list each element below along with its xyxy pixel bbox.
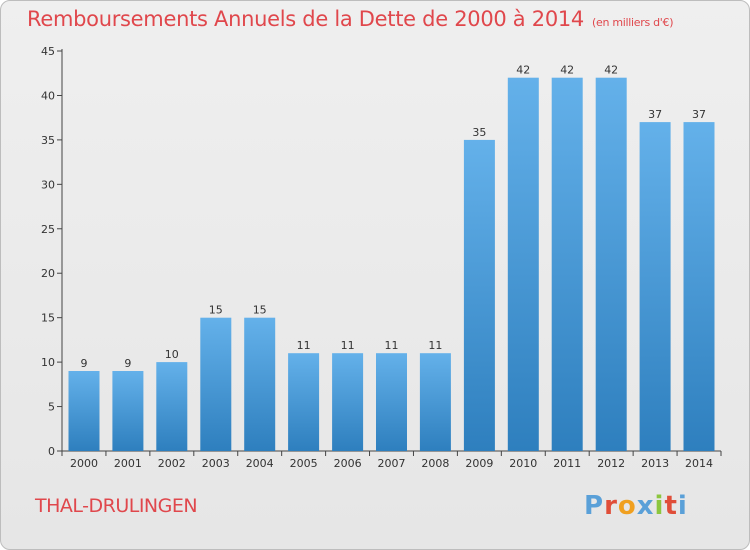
y-tick-label: 35 bbox=[41, 134, 55, 147]
y-tick-label: 5 bbox=[48, 401, 55, 414]
bar-2011 bbox=[551, 77, 583, 451]
x-tick-label: 2011 bbox=[553, 457, 581, 470]
title-unit: (en milliers d'€) bbox=[592, 16, 674, 29]
bar-2014 bbox=[683, 122, 715, 451]
x-tick-label: 2006 bbox=[334, 457, 362, 470]
data-label: 9 bbox=[124, 357, 131, 370]
y-tick-label: 30 bbox=[41, 178, 55, 191]
x-tick-label: 2004 bbox=[246, 457, 274, 470]
data-label: 42 bbox=[604, 64, 618, 77]
logo-letter: x bbox=[636, 491, 655, 521]
data-label: 42 bbox=[516, 64, 530, 77]
x-tick-label: 2010 bbox=[509, 457, 537, 470]
commune-name: THAL-DRULINGEN bbox=[35, 495, 198, 517]
x-tick-label: 2007 bbox=[378, 457, 406, 470]
logo-letter: r bbox=[604, 491, 618, 521]
bar-2001 bbox=[112, 371, 144, 451]
bar-2006 bbox=[332, 353, 364, 451]
data-label: 10 bbox=[165, 348, 179, 361]
bar-2002 bbox=[156, 362, 188, 451]
data-label: 15 bbox=[209, 304, 223, 317]
y-tick-label: 40 bbox=[41, 89, 55, 102]
y-tick-label: 45 bbox=[41, 45, 55, 58]
x-tick-label: 2003 bbox=[202, 457, 230, 470]
data-label: 11 bbox=[385, 339, 399, 352]
bar-2012 bbox=[595, 77, 627, 451]
data-label: 11 bbox=[297, 339, 311, 352]
x-tick-label: 2012 bbox=[597, 457, 625, 470]
data-label: 11 bbox=[341, 339, 355, 352]
y-tick-label: 15 bbox=[41, 312, 55, 325]
bar-2004 bbox=[244, 317, 276, 451]
data-label: 42 bbox=[560, 64, 574, 77]
y-tick-label: 20 bbox=[41, 267, 55, 280]
title-text: Remboursements Annuels de la Dette de 20… bbox=[27, 7, 584, 31]
x-tick-label: 2014 bbox=[685, 457, 713, 470]
data-label: 15 bbox=[253, 304, 267, 317]
y-tick-label: 10 bbox=[41, 356, 55, 369]
x-tick-label: 2002 bbox=[158, 457, 186, 470]
x-tick-label: 2005 bbox=[290, 457, 318, 470]
data-label: 35 bbox=[472, 126, 486, 139]
bar-2000 bbox=[68, 371, 100, 451]
bar-2003 bbox=[200, 317, 232, 451]
y-tick-label: 0 bbox=[48, 445, 55, 458]
proxiti-logo: Proxiti bbox=[584, 491, 688, 521]
x-tick-label: 2013 bbox=[641, 457, 669, 470]
chart-title: Remboursements Annuels de la Dette de 20… bbox=[27, 7, 673, 31]
bar-2010 bbox=[507, 77, 539, 451]
data-label: 37 bbox=[692, 108, 706, 121]
logo-letter: P bbox=[584, 491, 605, 521]
bar-2007 bbox=[376, 353, 407, 451]
data-label: 11 bbox=[428, 339, 442, 352]
bar-2008 bbox=[419, 353, 451, 451]
logo-letter: t bbox=[664, 491, 678, 521]
logo-letter: i bbox=[654, 491, 665, 521]
x-tick-label: 2009 bbox=[465, 457, 493, 470]
data-label: 37 bbox=[648, 108, 662, 121]
bar-2009 bbox=[463, 139, 495, 451]
y-tick-label: 25 bbox=[41, 223, 55, 236]
x-tick-label: 2000 bbox=[70, 457, 98, 470]
data-label: 9 bbox=[81, 357, 88, 370]
logo-letter: i bbox=[677, 491, 688, 521]
bar-2013 bbox=[639, 122, 671, 451]
x-tick-label: 2008 bbox=[421, 457, 449, 470]
bar-2005 bbox=[288, 353, 320, 451]
x-tick-label: 2001 bbox=[114, 457, 142, 470]
logo-letter: o bbox=[617, 491, 637, 521]
